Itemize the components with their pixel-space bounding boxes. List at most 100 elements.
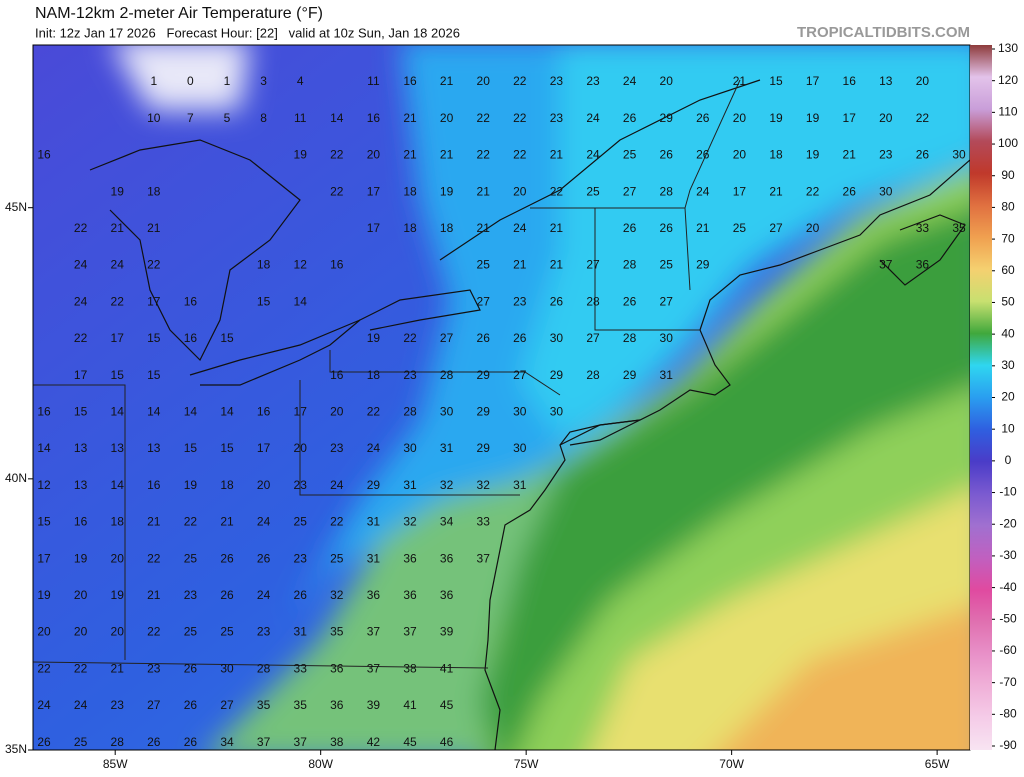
- lake-ontario: [359, 289, 481, 331]
- station-value: 24: [586, 148, 600, 162]
- station-value: 27: [586, 258, 600, 272]
- station-value: 21: [477, 184, 491, 198]
- station-value: 22: [916, 111, 930, 125]
- station-value: 21: [111, 221, 125, 235]
- station-value: 17: [367, 221, 381, 235]
- station-value: 16: [403, 74, 417, 88]
- colorbar: [970, 45, 992, 750]
- station-value: 34: [220, 735, 234, 749]
- station-value: 20: [513, 184, 527, 198]
- station-value: 15: [257, 294, 271, 308]
- station-value: 24: [513, 221, 527, 235]
- station-value: 21: [147, 588, 161, 602]
- station-value: 33: [294, 661, 308, 675]
- station-value: 23: [111, 698, 125, 712]
- station-value: 27: [660, 294, 674, 308]
- y-tick-label: 40N: [5, 471, 27, 485]
- station-value: 37: [294, 735, 308, 749]
- border: [684, 79, 741, 209]
- station-value: 25: [74, 735, 88, 749]
- station-value: 14: [37, 441, 51, 455]
- station-value: 15: [37, 515, 51, 529]
- station-value: 30: [220, 661, 234, 675]
- station-value: 19: [806, 111, 820, 125]
- station-value: 19: [367, 331, 381, 345]
- station-value: 41: [403, 698, 417, 712]
- station-value: 25: [220, 625, 234, 639]
- station-value: 17: [367, 184, 381, 198]
- station-value: 27: [147, 698, 161, 712]
- station-value: 20: [806, 221, 820, 235]
- station-value: 17: [111, 331, 125, 345]
- colorbar-label: 60: [1001, 263, 1015, 277]
- atlantic-coast: [484, 159, 970, 750]
- station-value: 16: [843, 74, 857, 88]
- station-value: 36: [916, 258, 930, 272]
- station-value: 21: [843, 148, 857, 162]
- station-value: 18: [367, 368, 381, 382]
- lake-michigan-huron: [89, 139, 301, 362]
- station-value: 24: [586, 111, 600, 125]
- colorbar-label: -50: [999, 611, 1017, 625]
- station-value: 22: [513, 111, 527, 125]
- subtitle: Init: 12z Jan 17 2026 Forecast Hour: [22…: [35, 25, 460, 40]
- station-value: 38: [330, 735, 344, 749]
- station-value: 26: [660, 148, 674, 162]
- border: [329, 350, 561, 396]
- station-value: 30: [513, 441, 527, 455]
- station-value: 27: [769, 221, 783, 235]
- station-value: 38: [403, 661, 417, 675]
- station-value: 15: [74, 404, 88, 418]
- station-value: 26: [184, 735, 198, 749]
- station-value: 22: [37, 661, 51, 675]
- station-value: 24: [74, 258, 88, 272]
- station-value: 18: [403, 221, 417, 235]
- station-value: 15: [184, 441, 198, 455]
- station-value: 30: [403, 441, 417, 455]
- station-value: 32: [477, 478, 491, 492]
- cold-patch: [112, 45, 250, 110]
- station-value: 24: [257, 588, 271, 602]
- station-value: 21: [550, 221, 564, 235]
- station-value: 22: [74, 221, 88, 235]
- station-value: 28: [623, 331, 637, 345]
- station-value: 17: [806, 74, 820, 88]
- station-value: 22: [147, 258, 161, 272]
- station-value: 30: [879, 184, 893, 198]
- station-value: 24: [257, 515, 271, 529]
- station-value: 20: [111, 625, 125, 639]
- border: [299, 380, 520, 496]
- station-value: 24: [74, 294, 88, 308]
- station-value: 19: [111, 184, 125, 198]
- station-value: 31: [294, 625, 308, 639]
- station-value: 16: [37, 404, 51, 418]
- station-value: 35: [294, 698, 308, 712]
- station-value: 31: [513, 478, 527, 492]
- station-value: 21: [403, 111, 417, 125]
- station-value: 20: [294, 441, 308, 455]
- station-value: 45: [403, 735, 417, 749]
- station-value: 25: [733, 221, 747, 235]
- station-value: 28: [586, 294, 600, 308]
- station-value: 21: [769, 184, 783, 198]
- station-value: 23: [294, 551, 308, 565]
- station-value: 23: [147, 661, 161, 675]
- station-value: 28: [257, 661, 271, 675]
- station-value: 29: [660, 111, 674, 125]
- station-value: 19: [111, 588, 125, 602]
- station-value: 14: [111, 478, 125, 492]
- station-value: 14: [184, 404, 198, 418]
- station-value: 26: [37, 735, 51, 749]
- colorbar-label: 100: [998, 136, 1018, 150]
- station-value: 31: [660, 368, 674, 382]
- station-value: 15: [147, 368, 161, 382]
- station-value: 26: [696, 148, 710, 162]
- station-value: 25: [184, 551, 198, 565]
- y-tick-label: 45N: [5, 200, 27, 214]
- station-value: 18: [220, 478, 234, 492]
- coastal-land: [210, 455, 570, 750]
- station-value: 23: [586, 74, 600, 88]
- colorbar-label: 80: [1001, 200, 1015, 214]
- colorbar-label: 40: [1001, 326, 1015, 340]
